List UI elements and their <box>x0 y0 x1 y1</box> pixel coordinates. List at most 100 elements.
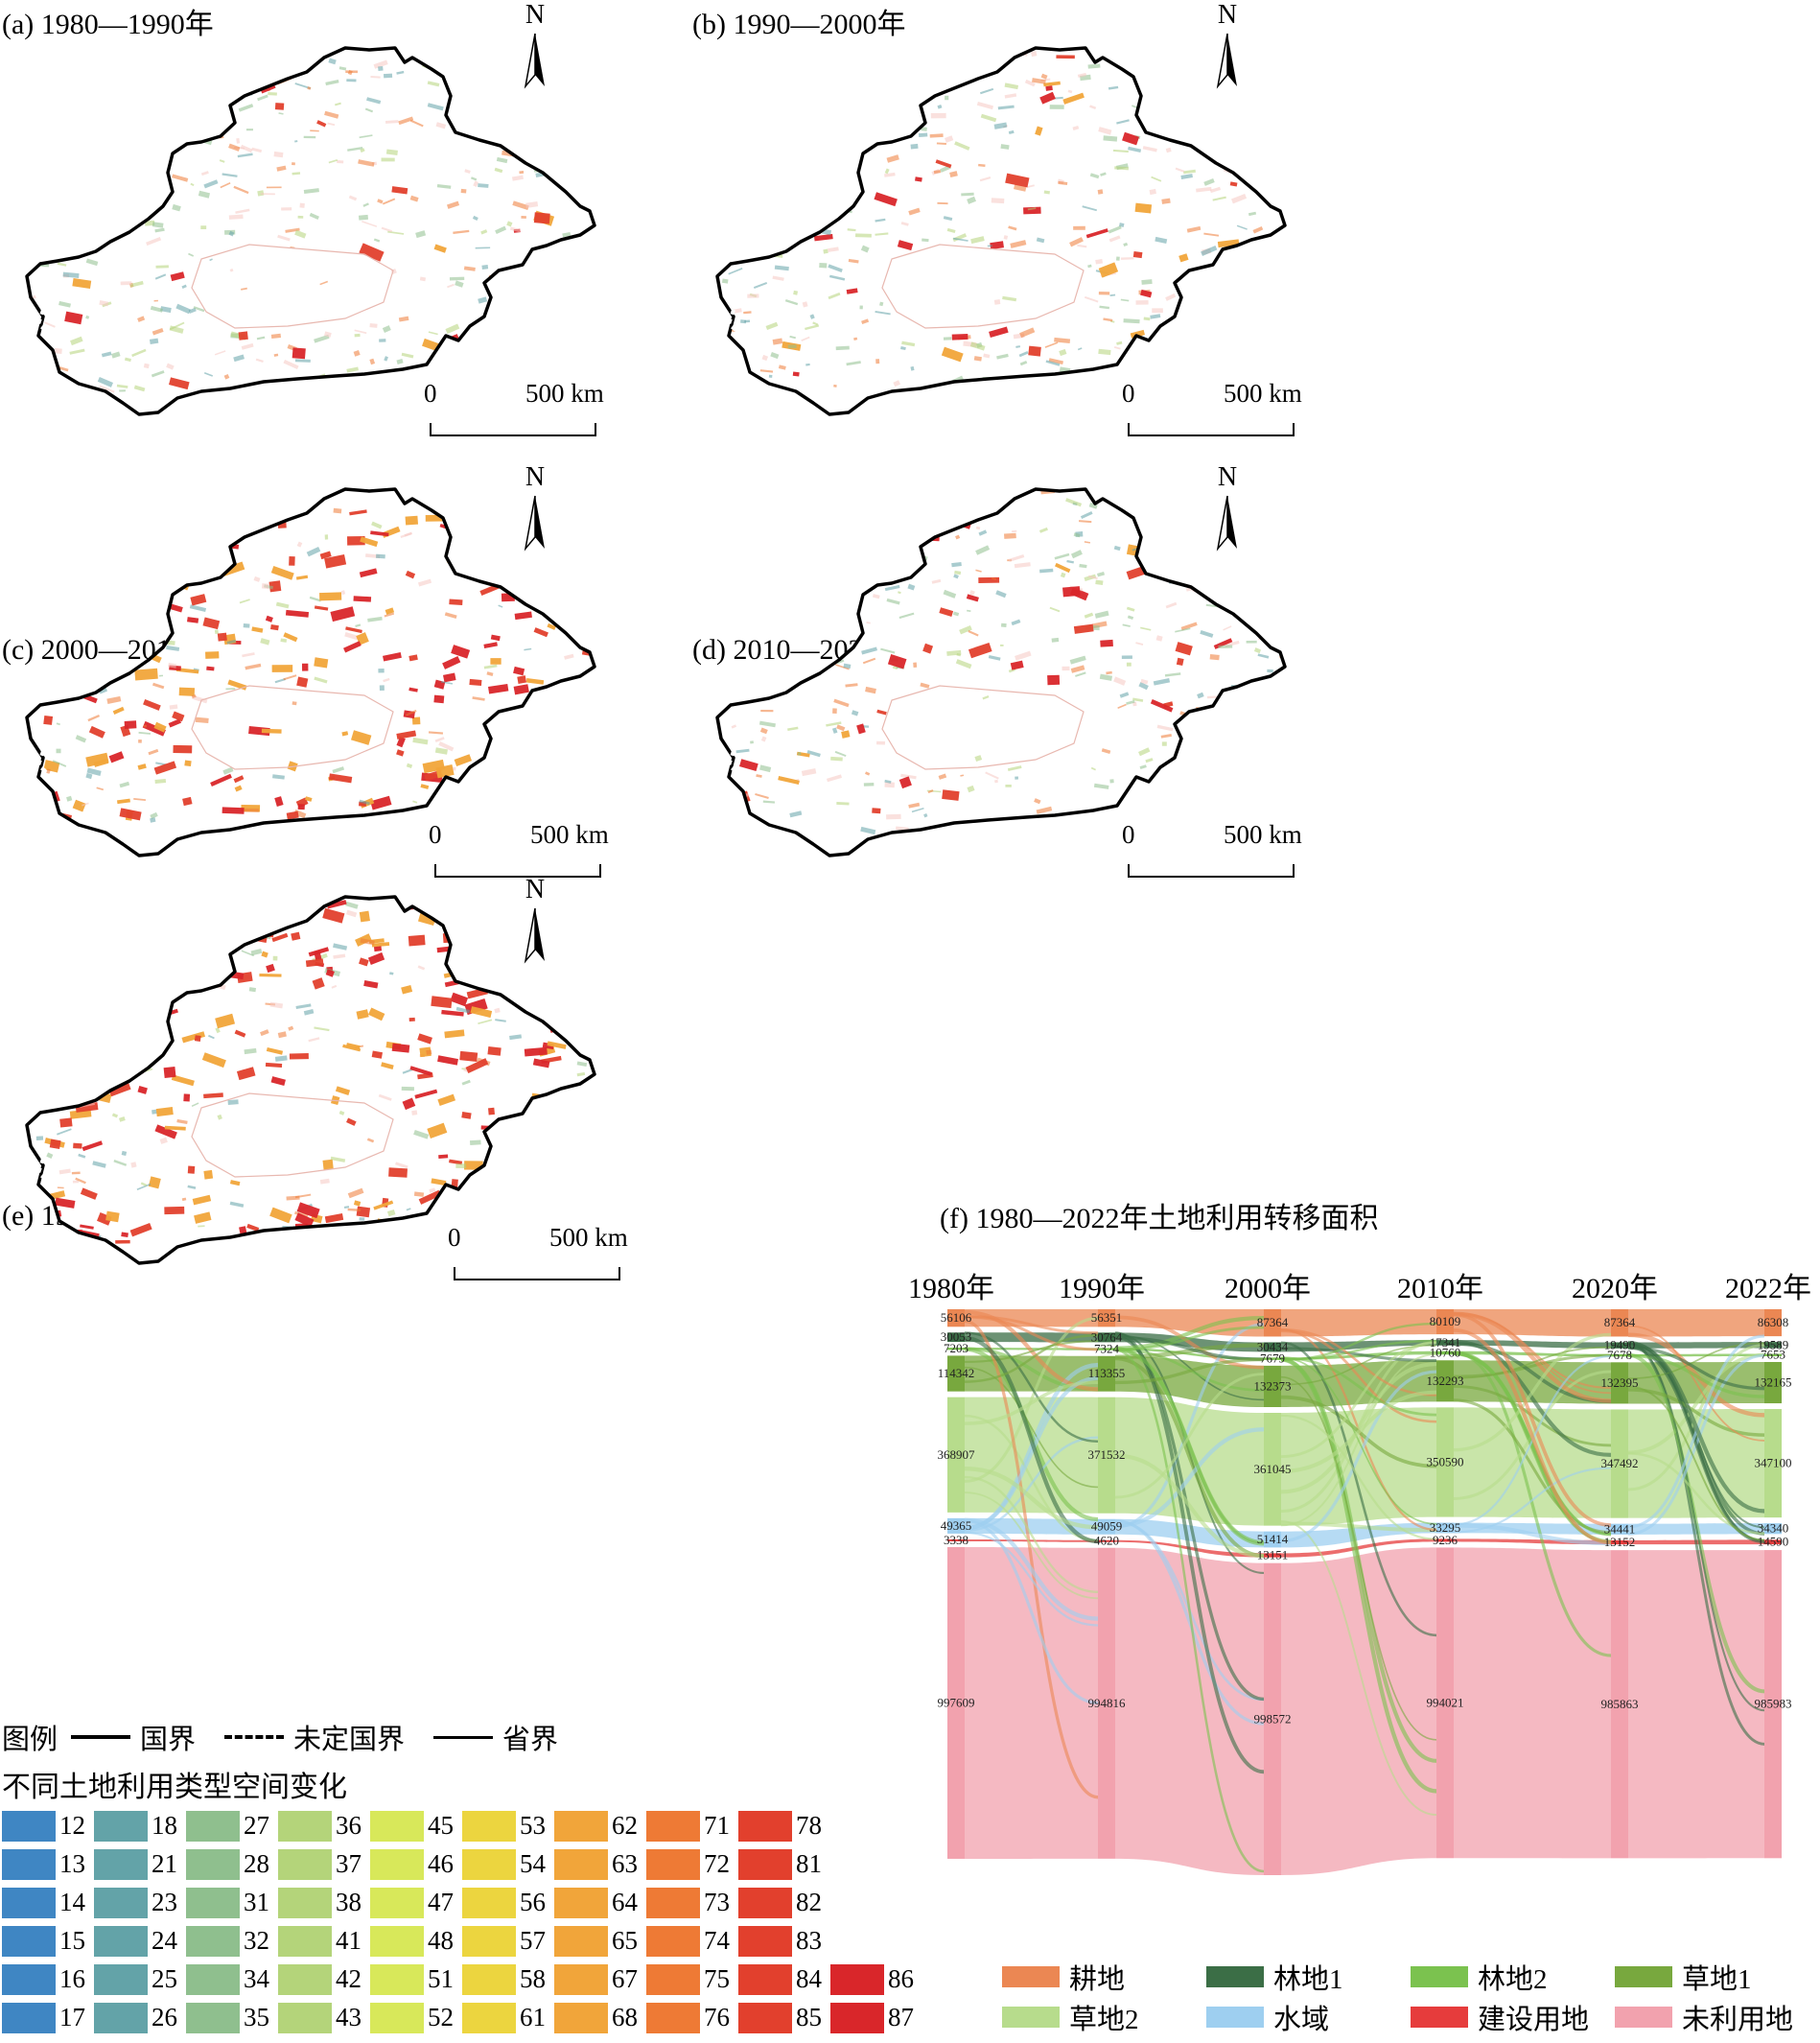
sankey-node <box>1098 1547 1115 1859</box>
sankey-legend-item: 林地2 <box>1411 1957 1548 1997</box>
legend-code-label: 63 <box>612 1849 638 1878</box>
legend-swatch <box>2 2003 56 2033</box>
legend-label: 国界 <box>140 1725 197 1755</box>
sankey-node <box>1098 1355 1115 1392</box>
map-d <box>715 487 1287 857</box>
legend-code-label: 75 <box>704 1964 730 1993</box>
node-value-label: 371532 <box>1088 1447 1126 1462</box>
scale-zero-label: 0 <box>429 820 442 849</box>
north-arrow-icon: N <box>1199 462 1256 556</box>
legend-swatch <box>554 1964 608 1995</box>
scale-bar: 0 500 km <box>427 820 676 878</box>
flow-link <box>1627 1388 1765 1437</box>
flow-link <box>1280 1519 1437 1817</box>
node-value-label: 56351 <box>1091 1310 1123 1325</box>
scale-zero-label: 0 <box>1122 379 1135 408</box>
legend-swatch <box>646 1811 700 1842</box>
legend-code-label: 12 <box>59 1811 85 1840</box>
node-value-label: 361045 <box>1254 1462 1292 1476</box>
flow-link <box>1280 1341 1437 1459</box>
legend-code-label: 73 <box>704 1888 730 1916</box>
legend-label: 林地1 <box>1273 1964 1343 1995</box>
legend-code-label: 32 <box>244 1926 269 1955</box>
sankey-node <box>947 1397 965 1513</box>
legend-swatch <box>94 1926 148 1957</box>
sankey-node <box>1436 1538 1454 1542</box>
legend-swatch <box>738 1964 792 1995</box>
legend-swatch <box>186 1964 240 1995</box>
sankey-legend-item: 草地2 <box>1002 1997 1139 2037</box>
sankey-node <box>1264 1562 1281 1875</box>
flow-link <box>964 1491 1099 1600</box>
year-label: 2020年 <box>1572 1273 1658 1304</box>
flow-link <box>964 1517 1099 1621</box>
legend-swatch <box>738 1849 792 1880</box>
legend-code-label: 68 <box>612 2003 638 2031</box>
north-label: N <box>525 0 546 30</box>
boundary-legend: 图例 国界 未定国界 省界 <box>2 1717 558 1757</box>
node-value-label: 34441 <box>1604 1521 1636 1536</box>
legend-swatch <box>2 1926 56 1957</box>
flow-link <box>1114 1373 1265 1499</box>
legend-swatch <box>94 1888 148 1918</box>
legend-code-label: 47 <box>428 1888 454 1916</box>
flow-band <box>1454 1547 1611 1859</box>
sankey-node <box>1264 1357 1281 1360</box>
national-border <box>25 487 596 857</box>
flow-link <box>1114 1427 1265 1528</box>
legend-code-label: 58 <box>520 1964 546 1993</box>
legend-label: 耕地 <box>1069 1964 1126 1995</box>
legend-swatch <box>1411 2007 1468 2028</box>
flow-link <box>1453 1346 1612 1379</box>
node-value-label: 14590 <box>1758 1535 1789 1549</box>
sankey-node <box>1764 1523 1782 1535</box>
legend-code-label: 78 <box>796 1811 822 1840</box>
region-fill <box>27 48 595 414</box>
legend-code-label: 21 <box>152 1849 177 1878</box>
north-label: N <box>1217 462 1238 492</box>
flow-band <box>1281 1309 1436 1337</box>
sankey-node <box>1764 1309 1782 1337</box>
legend-code-label: 42 <box>336 1964 362 1993</box>
legend-label: 林地2 <box>1478 1964 1548 1995</box>
flow-link <box>1627 1353 1765 1398</box>
scale-distance-label: 500 km <box>525 379 604 408</box>
sankey-node <box>1436 1350 1454 1355</box>
sankey-node <box>1436 1309 1454 1335</box>
legend-swatch <box>1002 2007 1060 2028</box>
scale-bar-line <box>454 1267 620 1280</box>
sankey-legend-item: 水域 <box>1206 1997 1329 2037</box>
legend-swatch <box>830 1964 884 1995</box>
legend-swatch <box>2 1888 56 1918</box>
legend-title: 图例 <box>2 1725 58 1755</box>
legend-swatch <box>186 1926 240 1957</box>
node-value-label: 997609 <box>938 1695 975 1709</box>
flow-link <box>1114 1347 1265 1544</box>
node-value-label: 30434 <box>1257 1339 1289 1353</box>
legend-swatch <box>2 1964 56 1995</box>
node-value-label: 51414 <box>1257 1532 1289 1546</box>
legend-code-label: 54 <box>520 1849 546 1878</box>
flow-link <box>1453 1339 1612 1457</box>
sankey-node <box>1764 1361 1782 1404</box>
scale-bar: 0 500 km <box>1120 379 1369 436</box>
flow-link <box>1453 1523 1612 1546</box>
flow-link <box>964 1531 1099 1627</box>
national-border-line-icon <box>71 1735 131 1739</box>
legend-label: 未定国界 <box>293 1725 406 1755</box>
national-border <box>25 46 596 416</box>
flow-link <box>1453 1312 1612 1527</box>
sankey-node <box>1611 1539 1628 1545</box>
legend-code-label: 26 <box>152 2003 177 2031</box>
flow-link <box>1280 1328 1437 1397</box>
sankey-node <box>1436 1360 1454 1402</box>
flow-link <box>1280 1356 1437 1525</box>
flow-band <box>1454 1407 1611 1518</box>
legend-swatch <box>370 1964 424 1995</box>
legend-code-label: 52 <box>428 2003 454 2031</box>
flow-link <box>1114 1315 1265 1370</box>
